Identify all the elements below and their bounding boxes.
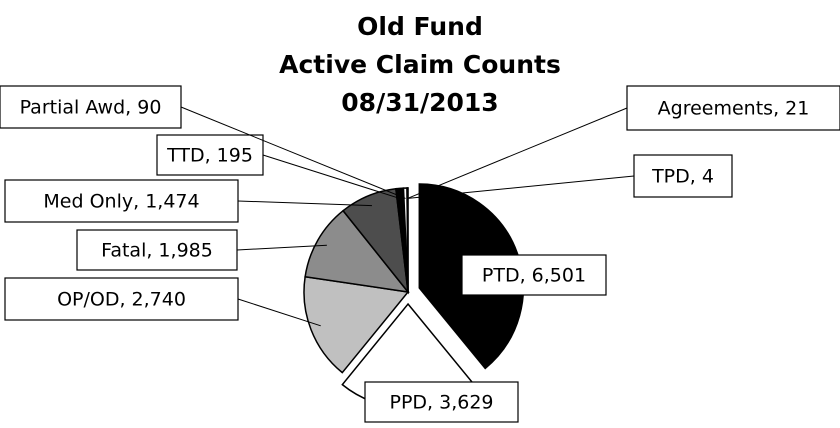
data-label: PPD, 3,629 (389, 392, 493, 414)
data-label: Fatal, 1,985 (101, 240, 213, 262)
pie-slice (304, 209, 410, 294)
label-box (364, 381, 519, 423)
data-label: OP/OD, 2,740 (57, 289, 186, 311)
label-box (76, 229, 238, 271)
label-box (4, 179, 239, 223)
data-label: Partial Awd, 90 (20, 97, 162, 119)
labels: PTD, 6,501 PPD, 3,629 OP/OD, 2,740 Fatal, 1… (0, 85, 840, 423)
leader-line (237, 298, 321, 327)
label-box (626, 85, 840, 131)
leader-line (262, 154, 401, 200)
leader-line (237, 200, 372, 207)
leader-line (407, 175, 635, 199)
chart-title: Old Fund (357, 12, 483, 41)
label-box (633, 154, 733, 198)
data-label: TPD, 4 (651, 166, 714, 188)
label-box (156, 134, 264, 176)
data-label: PTD, 6,501 (482, 265, 586, 287)
label-box (0, 85, 182, 129)
leader-line (180, 106, 406, 199)
data-label: TTD, 195 (166, 145, 253, 167)
leader-line (236, 244, 327, 251)
data-label: Med Only, 1,474 (43, 191, 199, 213)
chart-title: 08/31/2013 (341, 88, 498, 117)
chart-title: Active Claim Counts (279, 50, 561, 79)
leader-line (407, 107, 628, 199)
pie (303, 183, 525, 409)
pie-slice (303, 275, 410, 374)
label-box (4, 277, 239, 321)
data-label: Agreements, 21 (658, 98, 810, 120)
label-box (461, 254, 607, 296)
